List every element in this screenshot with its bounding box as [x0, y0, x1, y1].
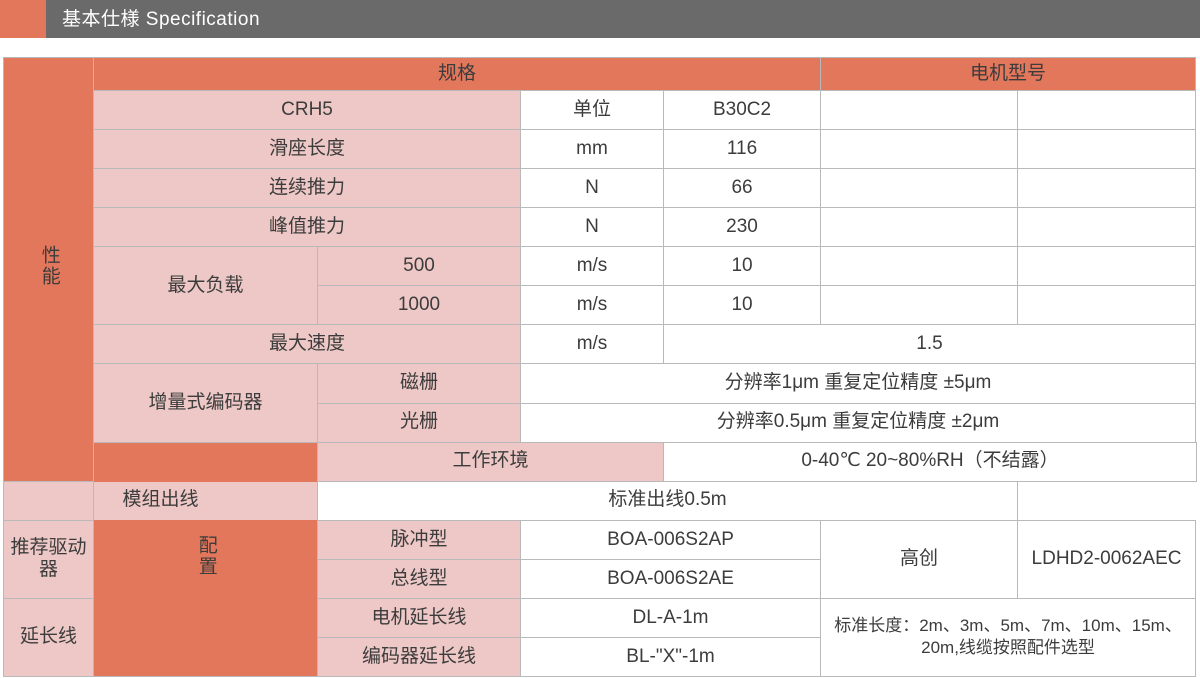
row-value-encoder-magnetic: 分辨率1μm 重复定位精度 ±5μm: [519, 363, 1197, 404]
row-value-peak-thrust: 230: [662, 207, 822, 248]
section-performance: 性能: [3, 57, 94, 482]
row-unit-model: 单位: [520, 89, 664, 131]
row-extra1-max-load-1000: [820, 285, 1019, 326]
row-value-driver-bus: BOA-006S2AE: [519, 558, 822, 599]
table-row-model: CRH5 单位 B30C2: [4, 89, 1197, 131]
table-row-encoder-magnetic: 增量式编码器 磁栅 分辨率1μm 重复定位精度 ±5μm: [4, 363, 1197, 443]
row-sub-encoder-magnetic: 磁栅: [317, 363, 521, 404]
row-extra2-peak-thrust: [1017, 207, 1197, 248]
row-unit-max-speed: m/s: [520, 324, 664, 365]
row-extra2-slider-length: [1017, 129, 1197, 170]
row-sub-max-load-1000: 1000: [317, 285, 521, 326]
table-row-max-load-500: 最大负载 500 m/s 10: [4, 246, 1197, 326]
section-configuration: 配置: [93, 441, 318, 678]
row-unit-max-load-1000: m/s: [520, 285, 664, 326]
page-title: 基本仕様 Specification: [62, 8, 261, 30]
row-sub-driver-pulse: 脉冲型: [317, 519, 521, 560]
table-row-continuous-thrust: 连续推力 N 66: [4, 168, 1197, 209]
row-label-max-speed: 最大速度: [93, 324, 521, 365]
row-value-continuous-thrust: 66: [662, 168, 822, 209]
row-label-max-load: 最大负载: [93, 246, 318, 326]
row-unit-continuous-thrust: N: [520, 168, 664, 209]
row-sub-max-load-500: 500: [317, 246, 521, 287]
specification-table: 性能 规格 电机型号 CRH5 单位 B30C2 滑座长度 mm 116 连续推…: [3, 57, 1197, 678]
row-sub-driver-bus: 总线型: [317, 558, 521, 599]
row-unit-peak-thrust: N: [520, 207, 664, 248]
title-bar-body: 基本仕様 Specification: [46, 0, 1200, 38]
row-extra2-max-load-500: [1017, 246, 1197, 287]
row-unit-max-load-500: m/s: [520, 246, 664, 287]
row-value-slider-length: 116: [662, 129, 822, 170]
table-row-environment: 配置 工作环境 0-40℃ 20~80%RH（不结露）: [4, 441, 1197, 678]
row-value-model: B30C2: [662, 89, 822, 131]
page-title-bar: 基本仕様 Specification: [0, 0, 1200, 38]
row-extra2-continuous-thrust: [1017, 168, 1197, 209]
row-sub-extension-encoder: 编码器延长线: [317, 636, 521, 678]
row-value-max-load-500: 10: [662, 246, 822, 287]
row-label-extension-cable: 延长线: [3, 597, 94, 678]
row-value-driver-pulse: BOA-006S2AP: [519, 519, 822, 560]
table-row-driver-pulse: 推荐驱动器 脉冲型 BOA-006S2AP 高创 LDHD2-0062AEC: [3, 519, 1197, 599]
row-sub-encoder-optical: 光栅: [317, 402, 521, 443]
row-label-module-wiring: 模组出线: [3, 480, 318, 521]
row-extra1-slider-length: [820, 129, 1019, 170]
row-value-extension-encoder: BL-"X"-1m: [519, 636, 822, 678]
row-extra2-model: [1017, 89, 1197, 131]
specification-table-container: 性能 规格 电机型号 CRH5 单位 B30C2 滑座长度 mm 116 连续推…: [3, 57, 1197, 678]
row-value-max-load-1000: 10: [662, 285, 822, 326]
section-performance-label: 性能: [38, 245, 60, 288]
row-extra1-continuous-thrust: [820, 168, 1019, 209]
row-label-recommended-driver: 推荐驱动器: [3, 519, 94, 599]
table-row-peak-thrust: 峰值推力 N 230: [4, 207, 1197, 248]
row-value-extension-motor: DL-A-1m: [519, 597, 822, 638]
table-row-extension-encoder: 编码器延长线 BL-"X"-1m: [4, 636, 1197, 678]
title-accent-block: [0, 0, 46, 38]
section-configuration-label: 配置: [195, 535, 217, 578]
row-extra1-model: [820, 89, 1019, 131]
table-row-max-speed: 最大速度 m/s 1.5: [4, 324, 1197, 365]
row-label-slider-length: 滑座长度: [93, 129, 521, 170]
table-row-extension-motor: 延长线 电机延长线 DL-A-1m 标准长度：2m、3m、5m、7m、10m、1…: [3, 597, 1197, 678]
row-label-model: CRH5: [93, 89, 521, 131]
row-label-peak-thrust: 峰值推力: [93, 207, 521, 248]
row-label-environment: 工作环境: [317, 441, 664, 482]
row-note-extension-cable: 标准长度：2m、3m、5m、7m、10m、15m、20m,线缆按照配件选型: [820, 597, 1197, 678]
row-extra1-max-load-500: [820, 246, 1019, 287]
table-row-encoder-optical: 光栅 分辨率0.5μm 重复定位精度 ±2μm: [4, 402, 1197, 443]
row-value-driver-model: LDHD2-0062AEC: [1017, 519, 1197, 599]
row-value-driver-brand: 高创: [820, 519, 1019, 599]
row-value-environment: 0-40℃ 20~80%RH（不结露）: [663, 441, 1197, 482]
band-spec: 规格: [92, 57, 822, 91]
row-label-continuous-thrust: 连续推力: [93, 168, 521, 209]
table-row-slider-length: 滑座长度 mm 116: [4, 129, 1197, 170]
table-row-max-load-1000: 1000 m/s 10: [4, 285, 1197, 326]
row-value-encoder-optical: 分辨率0.5μm 重复定位精度 ±2μm: [519, 402, 1197, 443]
row-label-encoder: 增量式编码器: [93, 363, 318, 443]
table-header-band-row: 性能 规格 电机型号: [3, 57, 1197, 482]
table-row-module-wiring: 模组出线 标准出线0.5m: [3, 480, 1197, 521]
band-motor-model: 电机型号: [820, 57, 1197, 91]
row-value-max-speed: 1.5: [662, 324, 1197, 365]
row-value-module-wiring: 标准出线0.5m: [316, 480, 1019, 521]
row-sub-extension-motor: 电机延长线: [317, 597, 521, 638]
row-extra1-peak-thrust: [820, 207, 1019, 248]
row-extra2-max-load-1000: [1017, 285, 1197, 326]
row-unit-slider-length: mm: [520, 129, 664, 170]
